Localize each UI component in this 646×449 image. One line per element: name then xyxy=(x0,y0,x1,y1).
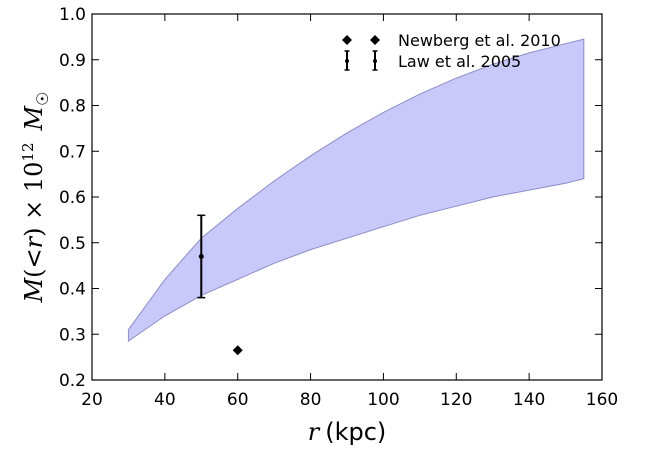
legend-label-law: Law et al. 2005 xyxy=(398,52,521,71)
svg-text:r(kpc): r (kpc) xyxy=(308,418,387,446)
law-data-point xyxy=(198,253,204,259)
y-tick-label: 0.9 xyxy=(59,51,86,71)
legend-diamond-symbol xyxy=(342,35,352,45)
legend-errorbar-point xyxy=(373,59,377,63)
x-tick-label: 120 xyxy=(440,390,472,410)
law-2005-errorbar xyxy=(197,214,206,299)
x-tick-label: 160 xyxy=(586,390,618,410)
y-tick-label: 0.5 xyxy=(59,234,86,254)
newberg-2010-marker xyxy=(232,345,243,356)
y-tick-label: 0.7 xyxy=(59,142,86,162)
y-axis-title: M(<r) × 1012M☉ xyxy=(19,92,52,304)
x-tick-label: 140 xyxy=(513,390,545,410)
legend-law-marker xyxy=(344,50,378,71)
mass-uncertainty-band xyxy=(127,38,585,343)
axis-ticks: 20 40 60 80 100 120 140 160 0.2 0.3 0.4 0.5 0.6 0.7 0.… xyxy=(59,5,618,410)
y-tick-label: 0.2 xyxy=(59,371,86,391)
x-tick-label: 80 xyxy=(300,390,322,410)
legend-diamond-symbol xyxy=(370,35,380,45)
x-tick-label: 60 xyxy=(227,390,249,410)
x-tick-label: 100 xyxy=(367,390,399,410)
y-tick-label: 0.4 xyxy=(59,280,86,300)
x-tick-label: 40 xyxy=(154,390,176,410)
legend: Newberg et al. 2010 Law et al. 2005 xyxy=(342,31,561,71)
x-tick-label: 20 xyxy=(81,390,103,410)
y-tick-label: 0.6 xyxy=(59,188,86,208)
legend-newberg-marker xyxy=(342,35,380,45)
svg-text:M(<r) × 1012M☉: M(<r) × 1012M☉ xyxy=(19,92,52,304)
legend-label-newberg: Newberg et al. 2010 xyxy=(398,31,561,50)
y-tick-label: 0.8 xyxy=(59,97,86,117)
y-tick-label: 0.3 xyxy=(59,325,86,345)
legend-errorbar-point xyxy=(345,59,349,63)
y-tick-label: 1.0 xyxy=(59,5,86,25)
x-axis-title: r (kpc) xyxy=(308,418,387,446)
plot-frame xyxy=(91,13,603,381)
newberg-diamond-point xyxy=(232,345,243,356)
